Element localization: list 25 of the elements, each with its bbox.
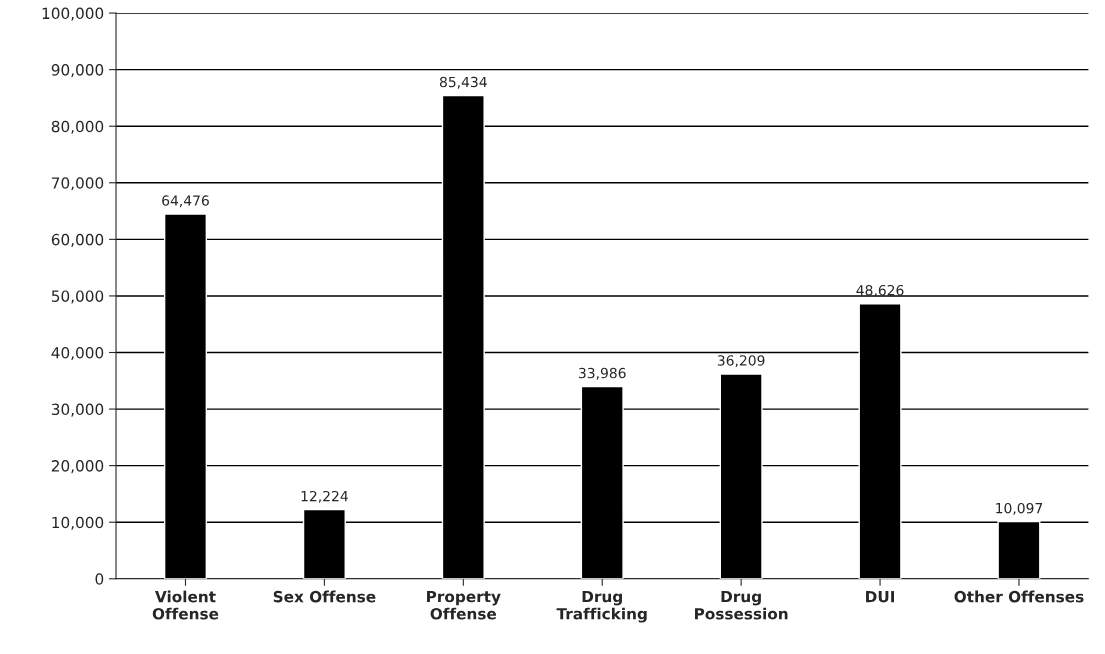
y-tick-label: 90,000 (51, 64, 104, 78)
data-label: 33,986 (578, 367, 626, 380)
y-tick-label: 30,000 (51, 403, 104, 417)
x-tick-label: Violent Offense (152, 590, 219, 620)
y-tick-label: 10,000 (52, 516, 104, 530)
x-tick-label: DUI (866, 591, 895, 603)
y-tick-label: 0 (95, 573, 104, 585)
data-label: 48,626 (856, 284, 904, 297)
data-label: 36,209 (717, 355, 765, 368)
x-tick-label: Property Offense (427, 590, 501, 620)
x-tick-label: Sex Offense (273, 590, 376, 603)
y-tick-label: 50,000 (51, 290, 104, 304)
data-label: 12,224 (301, 490, 348, 503)
x-tick-label: Drug Possession (695, 590, 788, 620)
data-label: 64,476 (162, 195, 209, 208)
y-tick-label: 40,000 (51, 346, 104, 361)
y-tick-label: 20,000 (51, 460, 104, 474)
x-tick-label: Other Offenses (954, 590, 1084, 603)
y-tick-label: 60,000 (51, 233, 104, 247)
x-tick-label: Drug Trafficking (556, 590, 647, 623)
y-tick-label: 70,000 (52, 177, 104, 191)
y-tick-label: 80,000 (51, 120, 104, 134)
data-label: 85,434 (439, 76, 487, 89)
y-tick-label: 100,000 (42, 7, 104, 21)
data-label: 10,097 (996, 502, 1043, 515)
